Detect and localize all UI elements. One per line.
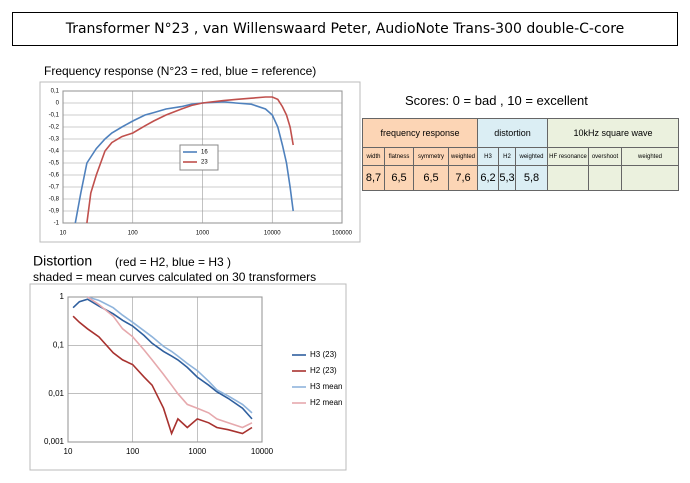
- score-empty: [588, 165, 622, 191]
- score: 5,8: [515, 165, 548, 191]
- y-tick-label: 1: [60, 292, 65, 301]
- legend-label: H3 mean: [310, 382, 342, 391]
- y-tick-label: -0,7: [49, 185, 60, 191]
- y-tick-label: -1: [54, 221, 60, 227]
- x-tick-label: 10000: [264, 231, 281, 237]
- plot-area: [67, 296, 263, 443]
- chart-note: shaded = mean curves calculated on 30 tr…: [33, 270, 316, 284]
- score: 6,5: [413, 165, 449, 191]
- x-tick-label: 1000: [196, 231, 210, 237]
- y-tick-label: 0,1: [51, 89, 60, 95]
- column-header: flatness: [384, 147, 414, 166]
- y-tick-label: -0,8: [49, 197, 60, 203]
- score: 7,6: [448, 165, 478, 191]
- x-tick-label: 100: [128, 231, 139, 237]
- x-tick-label: 10000: [251, 447, 274, 456]
- score: 8,7: [362, 165, 385, 191]
- column-header: H3: [477, 147, 499, 166]
- column-header: symmetry: [413, 147, 449, 166]
- column-header: weighted: [448, 147, 478, 166]
- x-tick-label: 1000: [188, 447, 206, 456]
- y-tick-label: 0,01: [48, 389, 64, 398]
- x-tick-label: 10: [60, 231, 67, 237]
- series-line: [87, 296, 253, 414]
- series-line: [87, 296, 253, 429]
- legend-label: 16: [201, 150, 208, 156]
- series-line: [74, 100, 294, 224]
- y-tick-label: -0,6: [49, 173, 60, 179]
- column-header: HF resonance: [547, 147, 589, 166]
- series-line: [86, 96, 294, 224]
- column-header: weighted: [515, 147, 548, 166]
- y-tick-label: 0,001: [44, 437, 65, 446]
- y-tick-label: -0,2: [49, 125, 60, 131]
- series-line: [72, 315, 253, 436]
- score: 5,3: [498, 165, 516, 191]
- legend-label: 23: [201, 160, 208, 166]
- y-tick-label: -0,1: [49, 113, 60, 119]
- legend-box: [179, 144, 219, 171]
- page-title: Transformer N°23 , van Willenswaard Pete…: [12, 12, 678, 46]
- group-header: 10kHz square wave: [547, 118, 679, 148]
- score: 6,2: [477, 165, 499, 191]
- group-header: distortion: [477, 118, 548, 148]
- legend-label: H3 (23): [310, 350, 337, 359]
- column-header: H2: [498, 147, 516, 166]
- y-tick-label: -0,4: [49, 149, 60, 155]
- x-tick-label: 10: [64, 447, 73, 456]
- column-header: width: [362, 147, 385, 166]
- score-empty: [621, 165, 679, 191]
- scores-title: Scores: 0 = bad , 10 = excellent: [405, 93, 588, 108]
- score-empty: [547, 165, 589, 191]
- series-line: [72, 298, 253, 420]
- chart-title: Frequency response (N°23 = red, blue = r…: [44, 64, 316, 78]
- column-header: weighted: [621, 147, 679, 166]
- column-header: overshoot: [588, 147, 622, 166]
- y-tick-label: -0,3: [49, 137, 60, 143]
- legend-label: H2 (23): [310, 366, 337, 375]
- x-tick-label: 100: [126, 447, 140, 456]
- score: 6,5: [384, 165, 414, 191]
- y-tick-label: -0,9: [49, 209, 60, 215]
- chart-subtitle: (red = H2, blue = H3 ): [115, 255, 231, 269]
- scores-table: frequency response distortion 10kHz squa…: [362, 118, 679, 191]
- chart-title: Distortion: [33, 253, 92, 269]
- x-tick-label: 100000: [332, 231, 353, 237]
- legend-label: H2 mean: [310, 398, 342, 407]
- y-tick-label: 0,1: [53, 340, 65, 349]
- y-tick-label: 0: [56, 101, 60, 107]
- y-tick-label: -0,5: [49, 161, 60, 167]
- group-header: frequency response: [362, 118, 478, 148]
